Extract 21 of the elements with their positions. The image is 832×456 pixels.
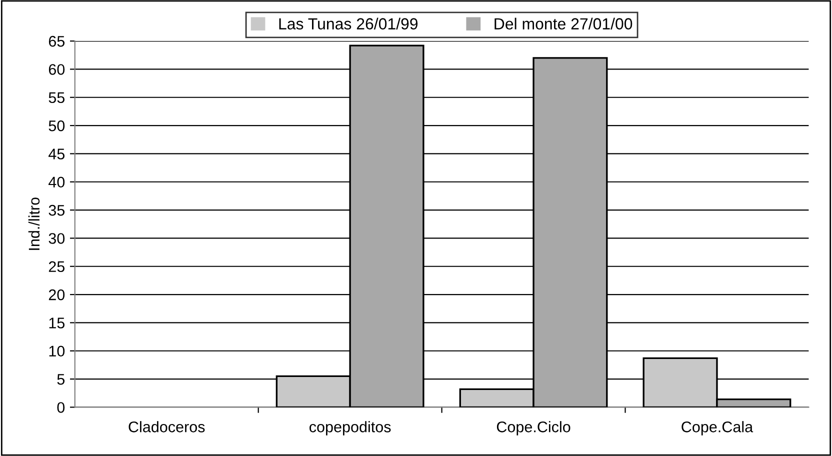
- y-tick-label: 55: [48, 92, 65, 104]
- x-tick-label: copepoditos: [310, 421, 391, 436]
- x-tick-label: Cope.Cala: [682, 421, 754, 436]
- y-tick-label: 45: [48, 148, 65, 160]
- legend-label: Las Tunas 26/01/99: [279, 18, 418, 30]
- y-tick-label: 5: [57, 374, 65, 385]
- y-tick-label: 35: [48, 204, 65, 216]
- legend-label: Del monte 27/01/00: [494, 18, 632, 30]
- y-tick-label: 0: [57, 402, 65, 413]
- y-tick-label: 60: [48, 64, 65, 75]
- y-tick-label: 10: [49, 346, 65, 357]
- y-tick-label: 25: [48, 261, 65, 272]
- y-tick-label: 40: [48, 176, 65, 188]
- y-tick-label: 50: [48, 120, 65, 132]
- y-axis-title: Ind./litro: [28, 198, 40, 250]
- x-tick-label: Cope.Ciclo: [496, 421, 570, 436]
- y-tick-label: 15: [49, 318, 65, 328]
- y-tick-label: 20: [48, 289, 65, 300]
- y-tick-label: 30: [48, 233, 65, 244]
- x-tick-label: Cladoceros: [128, 421, 205, 432]
- y-tick-label: 65: [48, 36, 65, 47]
